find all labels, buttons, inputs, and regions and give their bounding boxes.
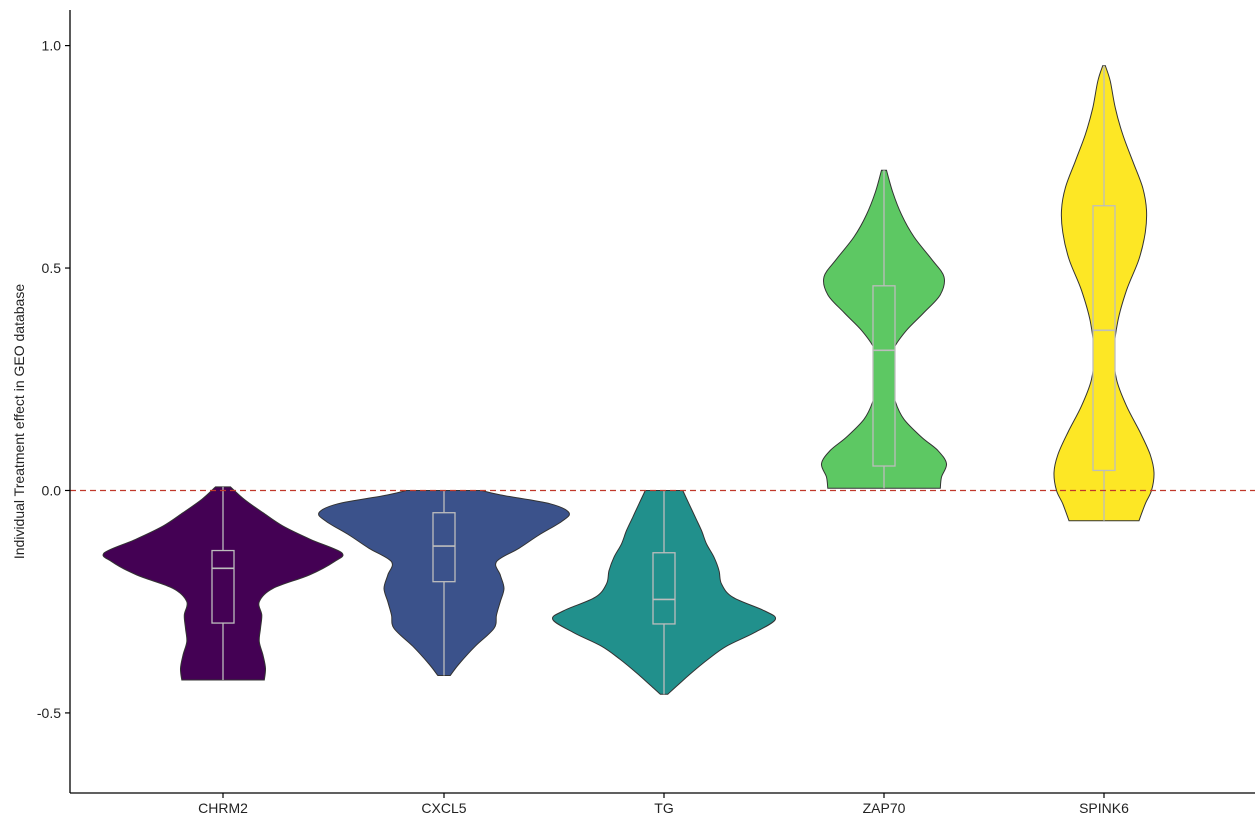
box-zap70 [872,285,896,467]
y-tick-label: 0.5 [42,260,62,276]
y-axis-label: Individual Treatment effect in GEO datab… [11,284,27,559]
x-tick-label: ZAP70 [863,800,906,816]
x-tick-label: TG [654,800,673,816]
x-ticks: CHRM2 CXCL5 TG ZAP70 SPINK6 [198,793,1129,816]
violin-group-cxcl5 [318,490,570,676]
box-tg [652,552,676,625]
y-tick-label: 0.0 [42,482,62,498]
box-chrm2 [211,549,235,624]
y-tick-label: 1.0 [42,38,62,54]
violin-group-tg [552,490,777,695]
y-tick-label: -0.5 [37,705,61,721]
box-spink6 [1092,205,1116,472]
x-tick-label: SPINK6 [1079,800,1129,816]
y-ticks: -0.5 0.0 0.5 1.0 [37,38,70,721]
x-tick-label: CHRM2 [198,800,248,816]
box-cxcl5 [432,512,456,583]
violin-layer [102,65,1155,695]
violin-group-chrm2 [102,486,344,681]
violin-group-zap70 [820,169,948,489]
axes-layer [69,10,1255,794]
x-tick-label: CXCL5 [421,800,466,816]
violin-group-spink6 [1053,65,1155,522]
